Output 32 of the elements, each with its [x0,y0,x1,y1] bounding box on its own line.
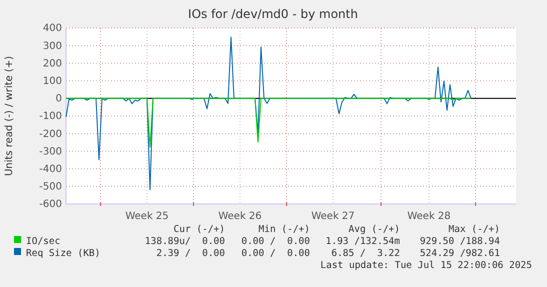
y-tick-label: -200 [39,128,62,140]
x-tick-label: Week 28 [407,211,451,222]
text: Min (-/+) [258,224,310,235]
text: Max (-/+) [448,224,500,235]
y-tick-label: -600 [39,199,62,210]
legend-label: IO/sec [26,236,60,247]
text: 0.00 / 0.00 [241,248,310,259]
y-tick-label: 200 [42,58,62,70]
text: Cur (-/+) [174,224,225,235]
x-tick-label: Week 27 [311,211,355,222]
y-axis-title: Units read (-) / write (+) [4,56,15,176]
chart-title: IOs for /dev/md0 - by month [188,7,358,21]
y-tick-label: 400 [42,23,62,34]
text: 524.29 /982.61 [420,248,500,259]
x-tick-label: Week 26 [218,211,262,222]
text: 0.00 / 0.00 [241,236,310,247]
y-tick-label: 300 [42,40,62,52]
legend-label: Req Size (KB) [26,248,100,259]
text: Last update: Tue Jul 15 22:00:06 2025 [320,260,532,271]
text: 138.89u/ 0.00 [144,236,226,247]
x-tick-label: Week 25 [125,211,169,222]
text: 929.50 /188.94 [420,236,500,247]
text: 2.39 / 0.00 [156,248,226,259]
y-tick-label: 100 [42,76,62,87]
y-tick-label: -400 [39,164,62,175]
text: Avg (-/+) [348,224,400,235]
y-tick-label: 0 [56,94,62,105]
y-tick-label: -500 [39,182,62,193]
text: 6.85 / 3.22 [331,248,400,259]
y-tick-label: -100 [39,111,62,122]
y-tick-label: -300 [39,146,62,158]
text: 1.93 /132.54m [326,236,400,247]
